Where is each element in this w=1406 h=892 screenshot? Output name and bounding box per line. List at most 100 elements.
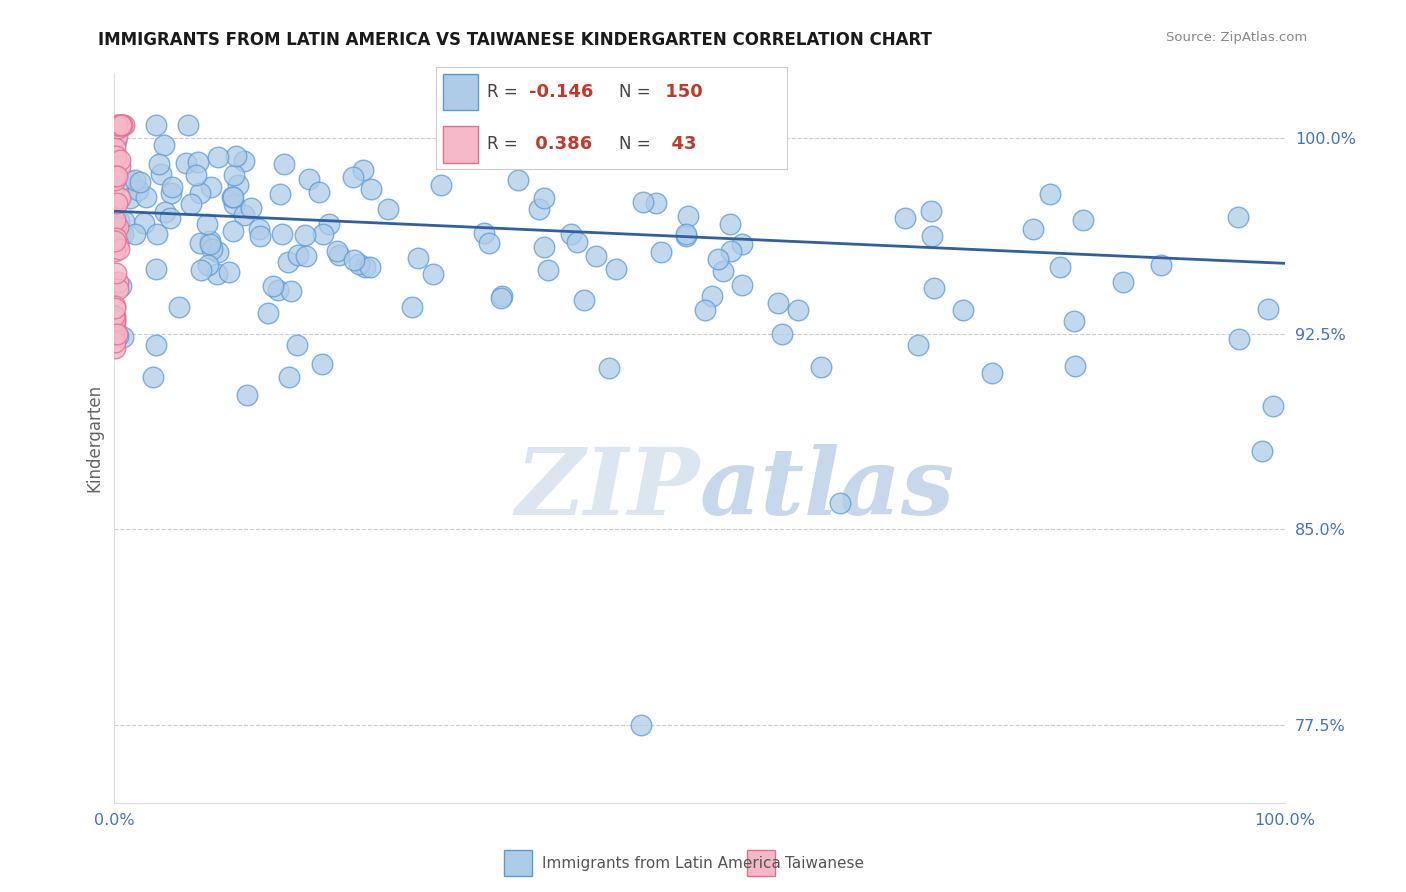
Point [311,357,333,371]
Point [312,227,335,241]
Point [205,267,228,281]
Point [225,149,247,163]
Point [711,264,734,278]
Point [249,229,271,244]
Point [142,370,165,384]
Point [491,289,513,303]
Point [598,360,620,375]
Text: 0.386: 0.386 [529,135,592,153]
Point [159,211,181,226]
Point [110,118,132,132]
Point [567,235,589,249]
Text: -0.146: -0.146 [529,83,593,101]
Point [267,283,290,297]
Point [107,329,129,343]
Point [104,266,127,280]
Point [124,227,146,241]
Point [190,262,212,277]
Point [127,183,149,197]
Point [256,306,278,320]
Point [534,150,557,164]
Point [472,226,495,240]
Point [262,278,284,293]
Point [731,277,754,292]
Point [176,118,198,132]
Point [236,388,259,402]
Point [707,252,730,267]
Point [921,228,943,243]
Point [298,172,321,186]
Point [1064,359,1087,374]
Point [270,227,292,242]
Point [232,208,254,222]
Point [105,327,128,342]
Point [318,217,340,231]
Point [200,234,222,248]
Point [1063,314,1085,328]
Point [201,242,224,256]
Point [218,265,240,279]
Point [103,195,125,210]
Point [104,141,127,155]
Point [107,282,129,296]
Point [104,169,127,183]
Point [786,303,808,318]
Point [328,248,350,262]
Point [326,244,349,259]
Point [145,338,167,352]
Point [981,366,1004,380]
Point [200,180,222,194]
Point [112,214,135,228]
Point [110,118,132,132]
Text: Immigrants from Latin America: Immigrants from Latin America [543,855,782,871]
Point [924,281,946,295]
Point [104,341,127,355]
Point [533,240,555,254]
Point [810,360,832,375]
Point [146,227,169,242]
Point [112,330,135,344]
Point [770,327,793,342]
Point [718,217,741,231]
Point [107,121,129,136]
Point [153,204,176,219]
Text: R =: R = [486,83,523,101]
Point [233,154,256,169]
Point [103,234,125,248]
Text: 43: 43 [659,135,696,153]
Point [222,190,245,204]
Point [118,191,141,205]
Point [1073,213,1095,227]
Point [1227,210,1250,224]
Text: Taiwanese: Taiwanese [786,855,865,871]
Point [308,186,330,200]
Point [489,291,512,305]
Point [1022,222,1045,236]
Point [287,247,309,261]
Point [585,249,607,263]
Text: ZIP: ZIP [516,444,700,534]
Point [693,302,716,317]
Point [221,189,243,203]
Point [269,186,291,201]
Point [572,293,595,307]
Point [720,244,742,259]
Text: atlas: atlas [700,444,955,534]
Point [149,168,172,182]
Point [273,157,295,171]
Point [103,315,125,329]
Point [207,244,229,259]
Point [278,369,301,384]
Point [104,309,127,323]
Text: IMMIGRANTS FROM LATIN AMERICA VS TAIWANESE KINDERGARTEN CORRELATION CHART: IMMIGRANTS FROM LATIN AMERICA VS TAIWANE… [98,31,932,49]
Point [105,128,128,143]
Point [360,181,382,195]
Y-axis label: Kindergarten: Kindergarten [86,384,103,492]
Point [1038,187,1060,202]
Point [103,210,125,224]
Point [160,180,183,194]
Point [108,153,131,167]
Point [108,160,131,174]
Point [128,175,150,189]
Point [228,178,250,192]
